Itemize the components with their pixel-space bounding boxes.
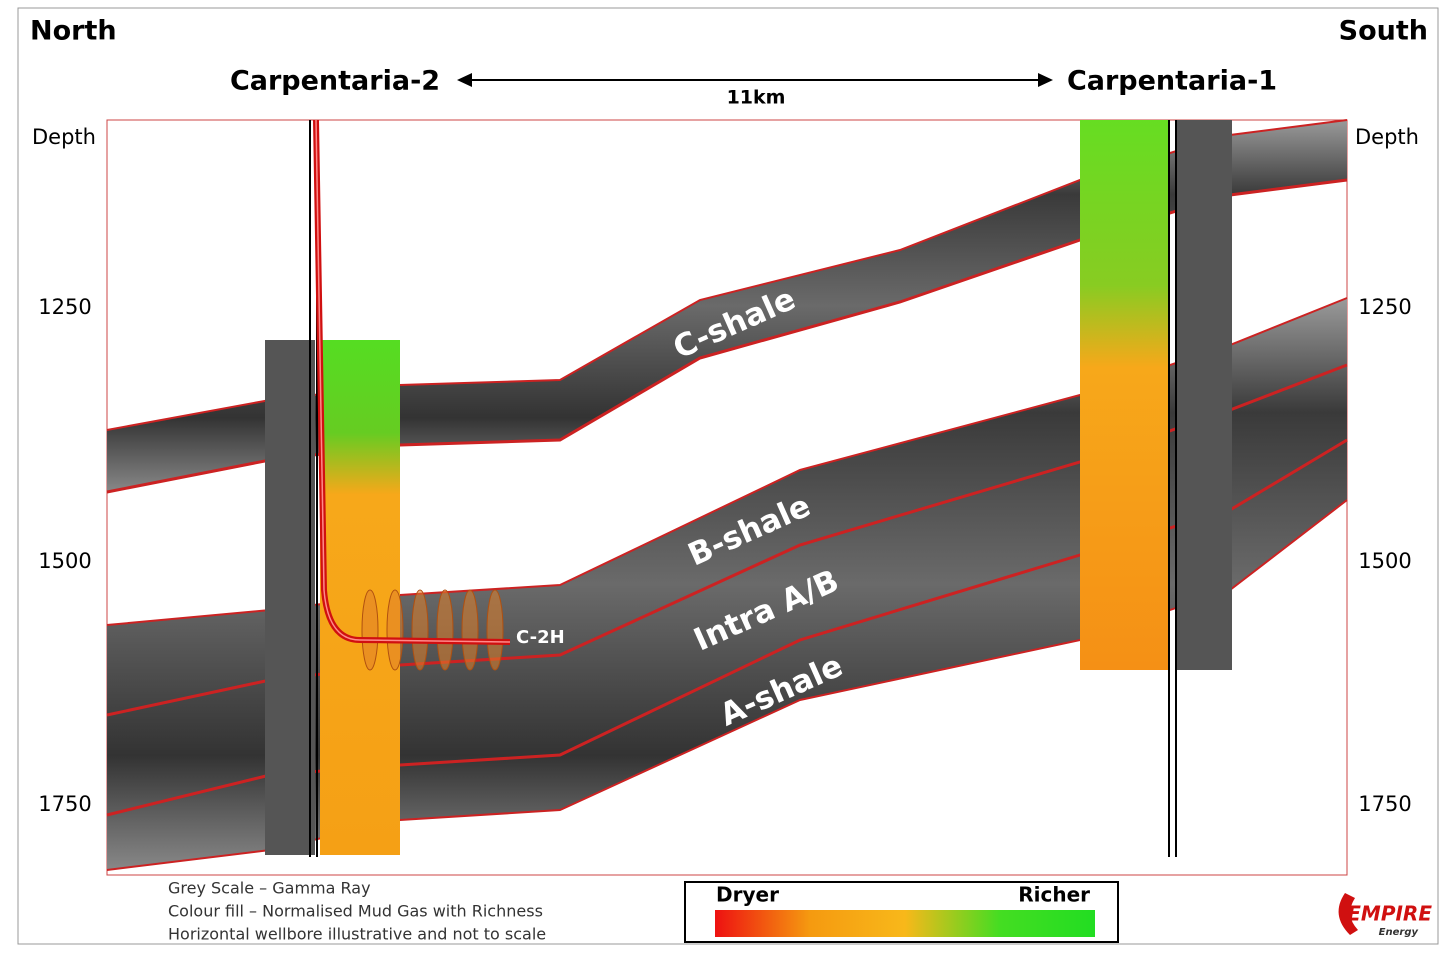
well-right-name: Carpentaria-1	[1067, 66, 1277, 97]
frac-stage	[436, 589, 454, 671]
well-left-name: Carpentaria-2	[230, 66, 440, 97]
depth-tick-left: 1750	[38, 792, 91, 816]
note: Grey Scale – Gamma Ray	[168, 879, 371, 898]
logo-mark	[1338, 893, 1358, 935]
gamma-log	[265, 340, 315, 855]
frac-stage	[386, 589, 404, 671]
depth-tick-right: 1750	[1358, 792, 1411, 816]
note: Colour fill – Normalised Mud Gas with Ri…	[168, 902, 543, 921]
depth-tick-right: 1250	[1358, 295, 1411, 319]
frac-stage	[486, 589, 504, 671]
north-label: North	[30, 16, 117, 47]
legend-gradient	[715, 910, 1095, 937]
legend-richer: Richer	[1018, 883, 1090, 907]
note: Horizontal wellbore illustrative and not…	[168, 925, 546, 944]
mud-gas-log	[1080, 120, 1170, 670]
depth-tick-left: 1500	[38, 549, 91, 573]
gamma-log	[1177, 120, 1232, 670]
depth-title-left: Depth	[32, 125, 96, 149]
frac-stage	[461, 589, 479, 671]
depth-title-right: Depth	[1355, 125, 1419, 149]
c-shale-band	[107, 120, 1347, 492]
wellbore-highlight	[315, 119, 511, 643]
mud-gas-log	[320, 340, 400, 855]
south-label: South	[1339, 16, 1428, 47]
well-right-logs	[1080, 120, 1232, 857]
depth-tick-right: 1500	[1358, 549, 1411, 573]
outer-frame	[17, 7, 1439, 945]
logo-sub: Energy	[1379, 927, 1419, 938]
lower-band	[107, 298, 1347, 870]
legend-dryer: Dryer	[716, 883, 779, 907]
horizontal-well: C-2H	[313, 119, 565, 671]
well-label: C-2H	[516, 627, 565, 648]
logo-name: EMPIRE	[1347, 902, 1432, 926]
distance-label: 11km	[727, 87, 786, 109]
frac-stage	[361, 589, 379, 671]
depth-tick-left: 1250	[38, 295, 91, 319]
frac-stage	[411, 589, 429, 671]
